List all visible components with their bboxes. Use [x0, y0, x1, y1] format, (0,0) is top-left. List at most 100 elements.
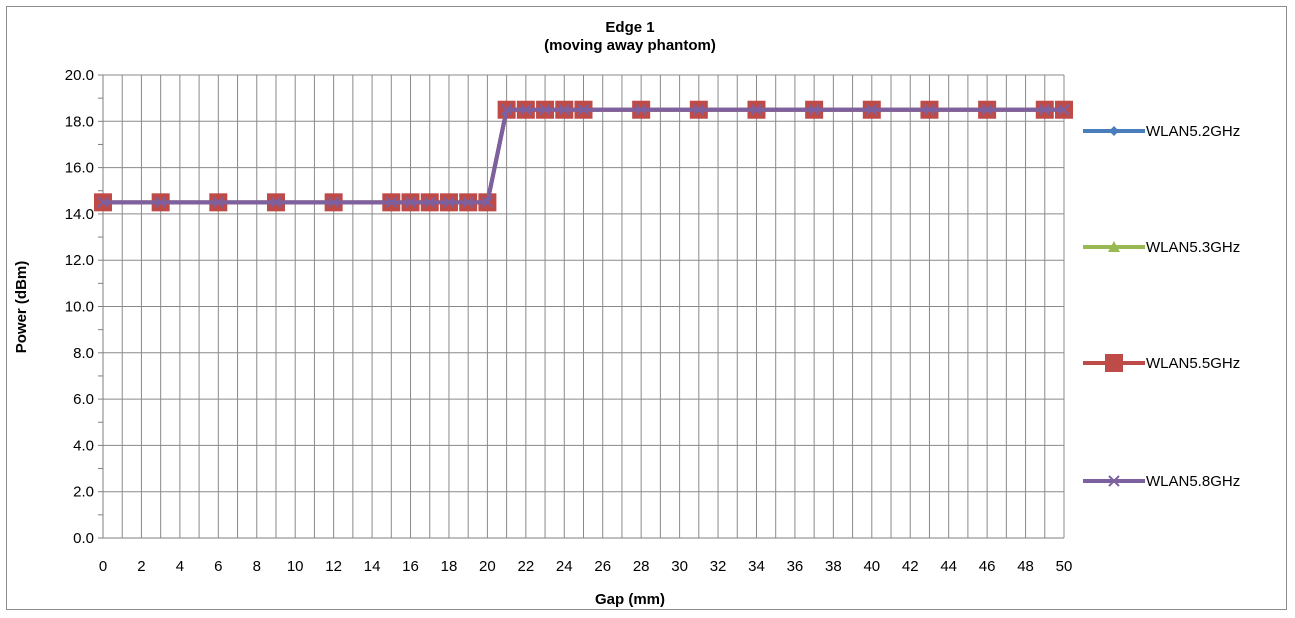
- data-point: [270, 196, 282, 209]
- x-tick-label: 22: [517, 558, 534, 575]
- data-point: [500, 104, 513, 116]
- marker-stroke: [693, 104, 705, 116]
- data-point: [327, 196, 340, 209]
- x-tick-label: 48: [1017, 558, 1034, 575]
- x-tick-label: 18: [441, 558, 458, 575]
- x-tick-label: 14: [364, 558, 381, 575]
- marker-stroke: [270, 196, 282, 209]
- marker-stroke: [97, 196, 109, 209]
- marker-stroke: [481, 196, 494, 209]
- marker-stroke: [154, 196, 167, 209]
- y-tick-label: 20.0: [65, 67, 94, 84]
- legend-marker: [1108, 241, 1120, 252]
- x-tick-label: 38: [825, 558, 842, 575]
- marker-stroke: [577, 104, 590, 116]
- data-point: [866, 104, 878, 116]
- marker-stroke: [866, 104, 878, 116]
- x-tick-label: 40: [863, 558, 880, 575]
- data-point: [424, 196, 436, 209]
- marker-stroke: [385, 196, 398, 209]
- x-tick-label: 36: [787, 558, 804, 575]
- y-tick-labels: 0.0 2.0 4.0 6.0 8.0 10.0 12.0 14.0 16.0 18.0 20.0: [65, 67, 94, 547]
- x-tick-label: 34: [748, 558, 765, 575]
- y-tick-label: 10.0: [65, 299, 94, 316]
- x-tick-label: 6: [214, 558, 222, 575]
- axes: [98, 74, 1064, 539]
- legend-item: WLAN5.5GHz: [1083, 354, 1240, 372]
- x-tick-label: 32: [710, 558, 727, 575]
- x-tick-label: 30: [671, 558, 688, 575]
- x-tick-label: 26: [594, 558, 611, 575]
- chart-subtitle: (moving away phantom): [544, 37, 716, 54]
- x-axis-title: Gap (mm): [595, 591, 665, 608]
- legend-item: WLAN5.8GHz: [1083, 473, 1240, 490]
- y-tick-label: 6.0: [73, 391, 94, 408]
- data-point: [577, 104, 590, 116]
- x-tick-label: 10: [287, 558, 304, 575]
- legend: WLAN5.2GHz WLAN5.3GHz WLAN5.5GHz WLAN5.8GHz: [1083, 123, 1240, 490]
- y-tick-label: 4.0: [73, 437, 94, 454]
- marker-stroke: [1108, 475, 1120, 487]
- marker-stroke: [212, 196, 225, 209]
- x-tick-label: 8: [253, 558, 261, 575]
- marker-stroke: [520, 104, 532, 116]
- data-point: [693, 104, 705, 116]
- data-point: [558, 104, 570, 116]
- legend-label: WLAN5.5GHz: [1146, 355, 1240, 372]
- legend-label: WLAN5.8GHz: [1146, 473, 1240, 490]
- data-point: [520, 104, 532, 116]
- x-tick-label: 44: [940, 558, 957, 575]
- x-tick-label: 46: [979, 558, 996, 575]
- marker-stroke: [462, 196, 474, 209]
- data-point: [462, 196, 474, 209]
- x-tick-label: 16: [402, 558, 419, 575]
- data-point: [750, 104, 763, 116]
- data-point: [923, 104, 936, 116]
- data-point: [212, 196, 225, 209]
- marker-stroke: [558, 104, 570, 116]
- series-layer: [94, 100, 1073, 212]
- y-tick-label: 8.0: [73, 345, 94, 362]
- data-point: [539, 104, 551, 116]
- x-tick-labels: 0 2 4 6 8 10 12 14 16 18 20 22 24 26 28 30 32 34 36 38 40 42 4…: [99, 558, 1073, 575]
- chart-title: Edge 1: [605, 19, 654, 36]
- x-tick-label: 12: [325, 558, 342, 575]
- x-tick-label: 2: [137, 558, 145, 575]
- data-point: [404, 196, 417, 209]
- series-WLAN5.8GHz: [97, 104, 1070, 209]
- x-tick-label: 50: [1056, 558, 1073, 575]
- data-point: [385, 196, 398, 209]
- legend-marker: [1108, 475, 1120, 487]
- marker-stroke: [539, 104, 551, 116]
- data-point: [635, 104, 647, 116]
- marker-stroke: [1058, 104, 1070, 116]
- x-tick-label: 42: [902, 558, 919, 575]
- marker-stroke: [404, 196, 417, 209]
- y-axis-title: Power (dBm): [13, 261, 30, 354]
- grid: [102, 74, 1065, 539]
- data-point: [1058, 104, 1070, 116]
- marker-stroke: [981, 104, 993, 116]
- x-tick-label: 28: [633, 558, 650, 575]
- legend-item: WLAN5.2GHz: [1083, 123, 1240, 140]
- data-point: [154, 196, 167, 209]
- data-point: [808, 104, 820, 116]
- data-point: [97, 196, 109, 209]
- x-tick-label: 24: [556, 558, 573, 575]
- marker-stroke: [327, 196, 340, 209]
- marker-stroke: [923, 104, 936, 116]
- legend-item: WLAN5.3GHz: [1083, 239, 1240, 256]
- marker-stroke: [500, 104, 513, 116]
- x-tick-label: 20: [479, 558, 496, 575]
- x-tick-label: 4: [176, 558, 184, 575]
- legend-marker: [1105, 354, 1123, 372]
- marker-stroke: [750, 104, 763, 116]
- marker-stroke: [808, 104, 820, 116]
- y-tick-label: 14.0: [65, 206, 94, 223]
- marker-stroke: [635, 104, 647, 116]
- x-tick-label: 0: [99, 558, 107, 575]
- y-tick-label: 18.0: [65, 113, 94, 130]
- y-tick-label: 0.0: [73, 530, 94, 547]
- data-point: [481, 196, 494, 209]
